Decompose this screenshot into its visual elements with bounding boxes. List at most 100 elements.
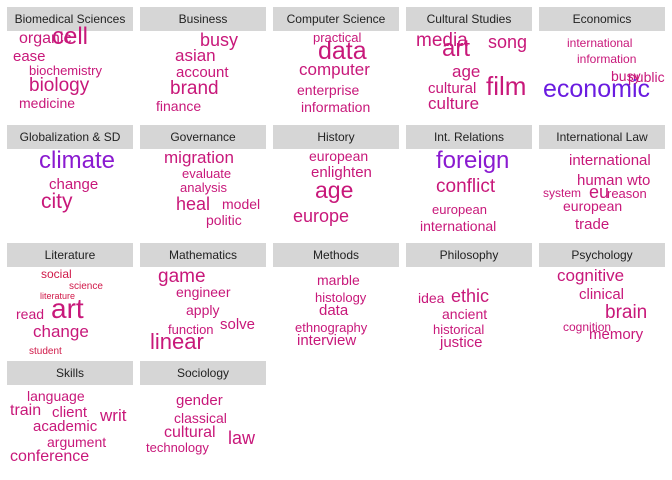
panel-title: Literature (7, 243, 133, 267)
wordcloud-panel: Business busy asian account brand finance (140, 7, 266, 121)
cloud-word: client (52, 404, 88, 421)
cloud-word: biochemistry (29, 63, 102, 78)
cloud-word: organic (19, 30, 72, 47)
cloud-word: medicine (19, 95, 76, 111)
cloud-word: ancient (442, 306, 488, 322)
cloud-word: classical (174, 410, 227, 426)
word-cloud: media song art age film cultural culture (406, 31, 532, 121)
panel-title: Philosophy (406, 243, 532, 267)
cloud-word: age (315, 177, 354, 203)
word-cloud: climate change city (7, 149, 133, 239)
wordcloud-panel: History european enlighten age europe (273, 125, 399, 239)
cloud-word: linear (150, 329, 204, 354)
cloud-word: historical (433, 322, 485, 337)
cloud-word: social (41, 267, 72, 281)
cloud-word: age (452, 62, 481, 81)
cloud-word: cultural (164, 424, 216, 441)
cloud-word: system (543, 186, 582, 200)
word-cloud: foreign conflict european international (406, 149, 532, 239)
cloud-word: writ (100, 406, 127, 425)
wordcloud-panel: Computer Science practical data computer ent… (273, 7, 399, 121)
panel-title: Cultural Studies (406, 7, 532, 31)
wordcloud-panel: Governance migration evaluate analysis heal m… (140, 125, 266, 239)
cloud-word: argument (47, 434, 107, 450)
cloud-word: account (176, 64, 229, 81)
cloud-word: european (432, 202, 487, 217)
cloud-word: foreign (436, 147, 510, 174)
word-cloud: organic cell ease biochemistry biology medici… (7, 25, 133, 121)
cloud-word: wto (627, 172, 651, 189)
panel-title: Int. Relations (406, 125, 532, 149)
cloud-word: europe (293, 206, 350, 226)
cloud-word: histology (315, 290, 367, 305)
cloud-word: asian (175, 46, 216, 65)
cloud-word: memory (589, 326, 644, 343)
cloud-word: student (29, 346, 62, 357)
panel-title: Sociology (140, 361, 266, 385)
panel-title: Skills (7, 361, 133, 385)
cloud-word: law (228, 428, 256, 448)
cloud-word: gender (176, 392, 223, 409)
panel-title: International Law (539, 125, 665, 149)
cloud-word: film (486, 71, 527, 101)
word-cloud: language train client writ academic argument c… (7, 385, 133, 475)
word-cloud: busy asian account brand finance (140, 31, 266, 121)
cloud-word: trade (575, 216, 610, 233)
word-cloud: cognitive clinical brain cognition memory (539, 267, 665, 357)
cloud-word: media (416, 30, 468, 51)
cloud-word: evaluate (182, 166, 232, 181)
cloud-word: culture (428, 94, 480, 113)
cloud-word: human (577, 172, 623, 189)
wordcloud-panel: Economics international information busy pub… (539, 7, 665, 121)
cloud-word: enlighten (311, 164, 372, 181)
cloud-word: eu (589, 182, 610, 202)
panel-title: History (273, 125, 399, 149)
cloud-word: european (309, 148, 369, 164)
cloud-word: academic (33, 418, 98, 435)
cloud-word: cognitive (557, 266, 625, 285)
cloud-word: climate (39, 147, 116, 174)
cloud-word: apply (186, 302, 220, 318)
cloud-word: cultural (428, 80, 477, 97)
cloud-word: clinical (579, 286, 625, 303)
cloud-word: migration (164, 148, 234, 167)
wordcloud-panel: Skills language train client writ academic arg… (7, 361, 133, 475)
cloud-word: ease (13, 48, 46, 65)
panel-title: Methods (273, 243, 399, 267)
cloud-word: literature (40, 291, 76, 301)
cloud-word: science (69, 281, 103, 292)
cloud-word: busy (200, 30, 239, 50)
cloud-word: game (158, 266, 206, 287)
panel-title: Business (140, 7, 266, 31)
word-cloud: marble histology data ethnography interview (273, 267, 399, 357)
cloud-word: heal (176, 194, 211, 214)
cloud-word: european (563, 198, 623, 214)
wordcloud-panel: Philosophy idea ethic ancient historical just… (406, 243, 532, 357)
word-cloud: game engineer apply solve function linear (140, 267, 266, 357)
cloud-word: enterprise (297, 82, 360, 98)
cloud-word: analysis (180, 180, 227, 195)
panel-title: Computer Science (273, 7, 399, 31)
cloud-word: public (628, 69, 665, 85)
cloud-word: data (319, 302, 349, 319)
cloud-word: model (222, 196, 261, 212)
word-cloud: idea ethic ancient historical justice (406, 267, 532, 357)
cloud-word: international (567, 36, 633, 50)
wordcloud-panel: Mathematics game engineer apply solve functio… (140, 243, 266, 357)
cloud-word: information (301, 99, 371, 115)
cloud-word: conflict (436, 176, 496, 197)
cloud-word: conference (10, 448, 90, 465)
cloud-word: cognition (563, 320, 612, 334)
cloud-word: busy (611, 68, 641, 84)
cloud-word: change (33, 322, 89, 341)
word-cloud: gender classical cultural law technology (140, 385, 266, 475)
word-cloud: international human wto system eu reason europ… (539, 149, 665, 239)
cloud-word: read (16, 306, 45, 322)
cloud-word: function (168, 322, 214, 337)
cloud-word: language (27, 388, 85, 404)
cloud-word: city (41, 190, 73, 213)
cloud-word: engineer (176, 284, 231, 300)
panel-title: Globalization & SD (7, 125, 133, 149)
panel-title: Mathematics (140, 243, 266, 267)
